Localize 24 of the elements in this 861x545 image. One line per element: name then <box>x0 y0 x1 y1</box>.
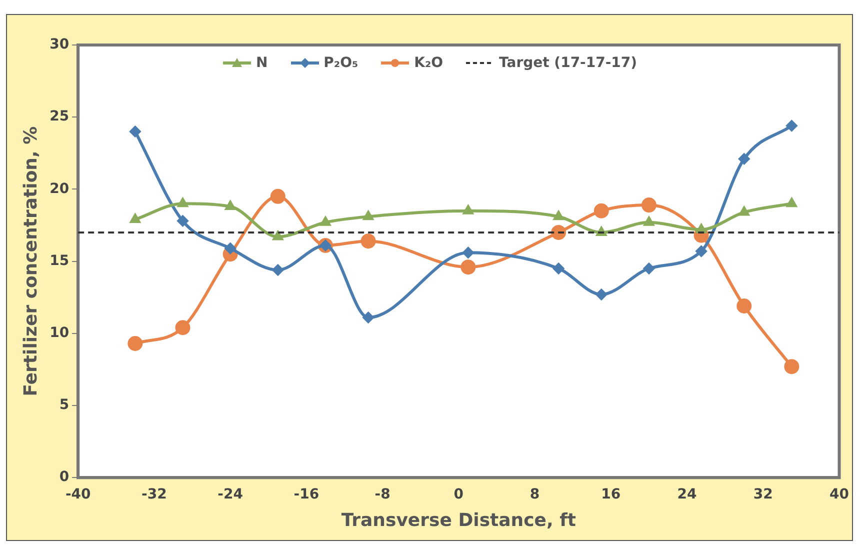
x-tick-label: 8 <box>530 486 540 503</box>
x-tick-label: 24 <box>677 486 698 503</box>
x-tick-label: 40 <box>830 486 850 503</box>
x-tick-label: 0 <box>454 486 464 503</box>
x-tick-label: -40 <box>65 486 91 503</box>
x-axis-title: Transverse Distance, ft <box>341 510 576 531</box>
x-tick-label: -16 <box>294 486 320 503</box>
y-tick-label: 30 <box>50 36 70 53</box>
y-tick-label: 5 <box>59 397 70 414</box>
y-tick-label: 0 <box>59 469 70 486</box>
x-tick-label: 32 <box>753 486 773 503</box>
x-tick-label: -32 <box>142 486 167 503</box>
legend-label: P₂O₅ <box>324 55 358 71</box>
legend-label: K₂O <box>414 55 443 71</box>
x-tick-label: 16 <box>601 486 621 503</box>
x-tick-label: -24 <box>218 486 244 503</box>
y-tick-label: 25 <box>50 108 70 125</box>
y-tick-label: 15 <box>50 252 70 269</box>
y-axis-title: Fertilizer concentration, % <box>20 126 42 396</box>
legend-label: Target (17-17-17) <box>499 55 638 71</box>
legend-label: N <box>256 55 268 71</box>
y-tick-label: 10 <box>50 325 70 342</box>
x-tick-label: -8 <box>374 486 390 503</box>
y-tick-label: 20 <box>50 180 70 197</box>
